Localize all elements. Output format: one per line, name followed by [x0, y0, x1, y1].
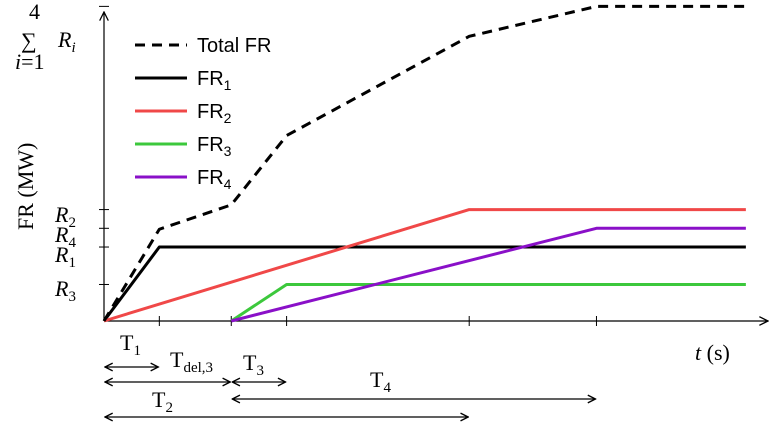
time-spans: T1 Tdel,3 T3 T4 T2: [105, 330, 595, 417]
y-tick-label-r2: R2: [54, 202, 76, 231]
span-label-1: Tdel,3: [170, 347, 213, 376]
svg-text:i=1: i=1: [15, 49, 45, 74]
series-line-total-fr: [102, 4, 746, 322]
span-label-2: T3: [243, 350, 264, 379]
span-label-0: T1: [120, 330, 141, 359]
y-tick-label-r4: R4: [54, 222, 76, 251]
legend: Total FR FR1 FR2 FR3 FR4: [135, 35, 271, 192]
y-tick-labels: R2 R4 R1 R3 4 ∑ i=1 Ri: [15, 0, 76, 305]
svg-text:Ri: Ri: [57, 27, 76, 56]
y-ticks: [99, 5, 109, 285]
svg-text:∑: ∑: [21, 28, 37, 53]
y-tick-label-r1: R1: [54, 242, 76, 271]
series-layer: [102, 4, 746, 323]
legend-entry-0: Total FR: [197, 35, 271, 57]
legend-entry-4: FR4: [197, 167, 232, 192]
x-ticks: [158, 316, 597, 326]
y-axis-label: FR (MW): [13, 143, 38, 230]
series-line-fr4: [230, 226, 746, 323]
legend-entry-1: FR1: [197, 68, 232, 93]
span-label-4: T2: [152, 387, 173, 416]
y-tick-label-r3: R3: [54, 276, 76, 305]
series-line-fr2: [103, 208, 746, 323]
svg-text:4: 4: [29, 0, 40, 24]
series-line-fr3: [230, 282, 746, 323]
series-line-fr1: [102, 245, 746, 322]
span-label-3: T4: [370, 367, 391, 396]
y-tick-label-sum: 4 ∑ i=1 Ri: [15, 0, 76, 74]
legend-entry-2: FR2: [197, 101, 232, 126]
x-axis-label: t (s): [695, 340, 730, 365]
legend-entry-3: FR3: [197, 134, 232, 159]
